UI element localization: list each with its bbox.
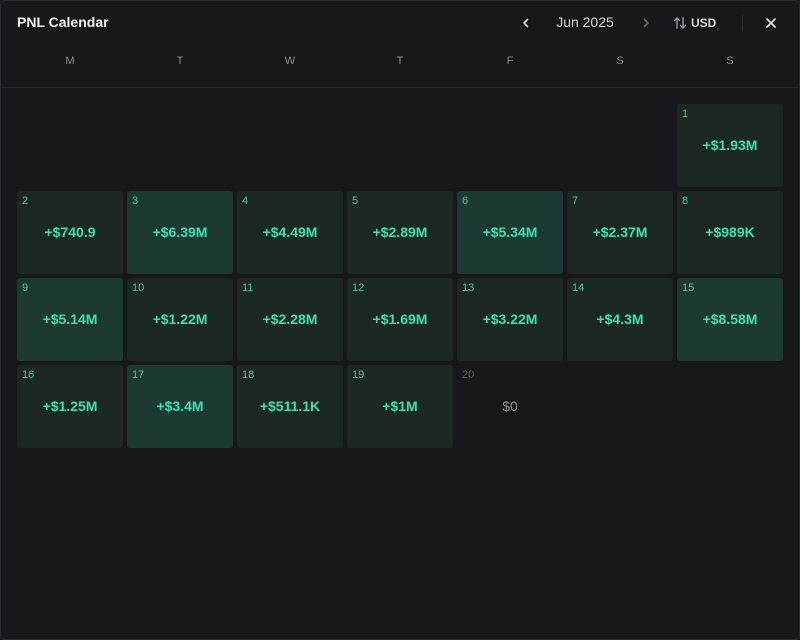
next-month-button[interactable] xyxy=(636,13,656,33)
day-pnl-value: +$1.69M xyxy=(372,311,428,327)
day-pnl-value: +$2.28M xyxy=(262,311,318,327)
day-pnl-value: $0 xyxy=(502,398,518,414)
chevron-right-icon xyxy=(643,18,649,28)
currency-toggle[interactable]: USD xyxy=(673,13,716,33)
day-number: 2 xyxy=(22,195,29,207)
day-pnl-value: +$2.89M xyxy=(372,224,428,240)
day-cell-8[interactable]: 8 +$989K xyxy=(677,191,783,274)
day-number: 19 xyxy=(352,369,365,381)
day-number: 11 xyxy=(242,282,254,294)
day-pnl-value: +$1.93M xyxy=(702,137,758,153)
close-button[interactable] xyxy=(761,13,781,33)
header-separator xyxy=(1,87,799,88)
sort-arrows-icon xyxy=(673,17,687,29)
day-cell-13[interactable]: 13 +$3.22M xyxy=(457,278,563,361)
day-cell-14[interactable]: 14 +$4.3M xyxy=(567,278,673,361)
day-pnl-value: +$989K xyxy=(705,224,755,240)
day-number: 15 xyxy=(682,282,695,294)
day-pnl-value: +$5.34M xyxy=(482,224,538,240)
day-cell-20[interactable]: 20 $0 xyxy=(457,365,563,448)
day-number: 18 xyxy=(242,369,255,381)
day-number: 8 xyxy=(682,195,689,207)
day-pnl-value: +$5.14M xyxy=(42,311,98,327)
empty-day-cell xyxy=(127,104,233,187)
weekday-thursday: T xyxy=(396,55,404,67)
day-pnl-value: +$4.49M xyxy=(262,224,318,240)
day-number: 20 xyxy=(462,369,475,381)
empty-day-cell xyxy=(17,104,123,187)
day-pnl-value: +$1.22M xyxy=(152,311,208,327)
weekday-saturday: S xyxy=(616,55,624,67)
day-number: 12 xyxy=(352,282,365,294)
day-cell-3[interactable]: 3 +$6.39M xyxy=(127,191,233,274)
day-cell-16[interactable]: 16 +$1.25M xyxy=(17,365,123,448)
day-number: 7 xyxy=(572,195,579,207)
prev-month-button[interactable] xyxy=(516,13,536,33)
day-cell-1[interactable]: 1 +$1.93M xyxy=(677,104,783,187)
day-pnl-value: +$8.58M xyxy=(702,311,758,327)
day-pnl-value: +$740.9 xyxy=(44,224,96,240)
weekday-header-row: M T W T F S S xyxy=(17,55,785,73)
day-cell-9[interactable]: 9 +$5.14M xyxy=(17,278,123,361)
weekday-sunday: S xyxy=(726,55,734,67)
day-cell-15[interactable]: 15 +$8.58M xyxy=(677,278,783,361)
empty-day-cell xyxy=(457,104,563,187)
day-cell-2[interactable]: 2 +$740.9 xyxy=(17,191,123,274)
close-icon xyxy=(766,18,776,28)
day-cell-7[interactable]: 7 +$2.37M xyxy=(567,191,673,274)
day-number: 1 xyxy=(682,108,689,120)
day-pnl-value: +$1M xyxy=(382,398,418,414)
day-number: 10 xyxy=(132,282,145,294)
weekday-wednesday: W xyxy=(284,55,296,67)
day-cell-5[interactable]: 5 +$2.89M xyxy=(347,191,453,274)
day-cell-10[interactable]: 10 +$1.22M xyxy=(127,278,233,361)
weekday-monday: M xyxy=(65,55,75,67)
day-cell-18[interactable]: 18 +$511.1K xyxy=(237,365,343,448)
day-cell-4[interactable]: 4 +$4.49M xyxy=(237,191,343,274)
weekday-friday: F xyxy=(506,55,514,67)
empty-day-cell xyxy=(347,104,453,187)
day-number: 13 xyxy=(462,282,475,294)
day-pnl-value: +$511.1K xyxy=(259,398,321,414)
panel-title: PNL Calendar xyxy=(17,14,109,30)
day-cell-19[interactable]: 19 +$1M xyxy=(347,365,453,448)
day-cell-12[interactable]: 12 +$1.69M xyxy=(347,278,453,361)
day-pnl-value: +$3.22M xyxy=(482,311,538,327)
header-divider xyxy=(742,15,743,31)
day-number: 17 xyxy=(132,369,145,381)
day-pnl-value: +$6.39M xyxy=(152,224,208,240)
day-number: 5 xyxy=(352,195,359,207)
chevron-left-icon xyxy=(523,18,529,28)
day-cell-11[interactable]: 11 +$2.28M xyxy=(237,278,343,361)
calendar-header: PNL Calendar Jun 2025 USD xyxy=(1,1,799,45)
day-pnl-value: +$4.3M xyxy=(596,311,644,327)
day-number: 14 xyxy=(572,282,585,294)
day-number: 4 xyxy=(242,195,249,207)
day-number: 16 xyxy=(22,369,35,381)
day-number: 3 xyxy=(132,195,139,207)
day-pnl-value: +$2.37M xyxy=(592,224,648,240)
day-cell-6[interactable]: 6 +$5.34M xyxy=(457,191,563,274)
day-number: 6 xyxy=(462,195,469,207)
day-cell-17[interactable]: 17 +$3.4M xyxy=(127,365,233,448)
empty-day-cell xyxy=(237,104,343,187)
currency-label: USD xyxy=(691,16,717,30)
current-month: Jun 2025 xyxy=(556,14,614,30)
calendar-grid: 1 +$1.93M 2 +$740.9 3 +$6.39M 4 +$4.49M … xyxy=(17,104,783,448)
day-pnl-value: +$1.25M xyxy=(42,398,98,414)
empty-day-cell xyxy=(567,104,673,187)
day-pnl-value: +$3.4M xyxy=(156,398,204,414)
day-number: 9 xyxy=(22,282,29,294)
weekday-tuesday: T xyxy=(176,55,184,67)
